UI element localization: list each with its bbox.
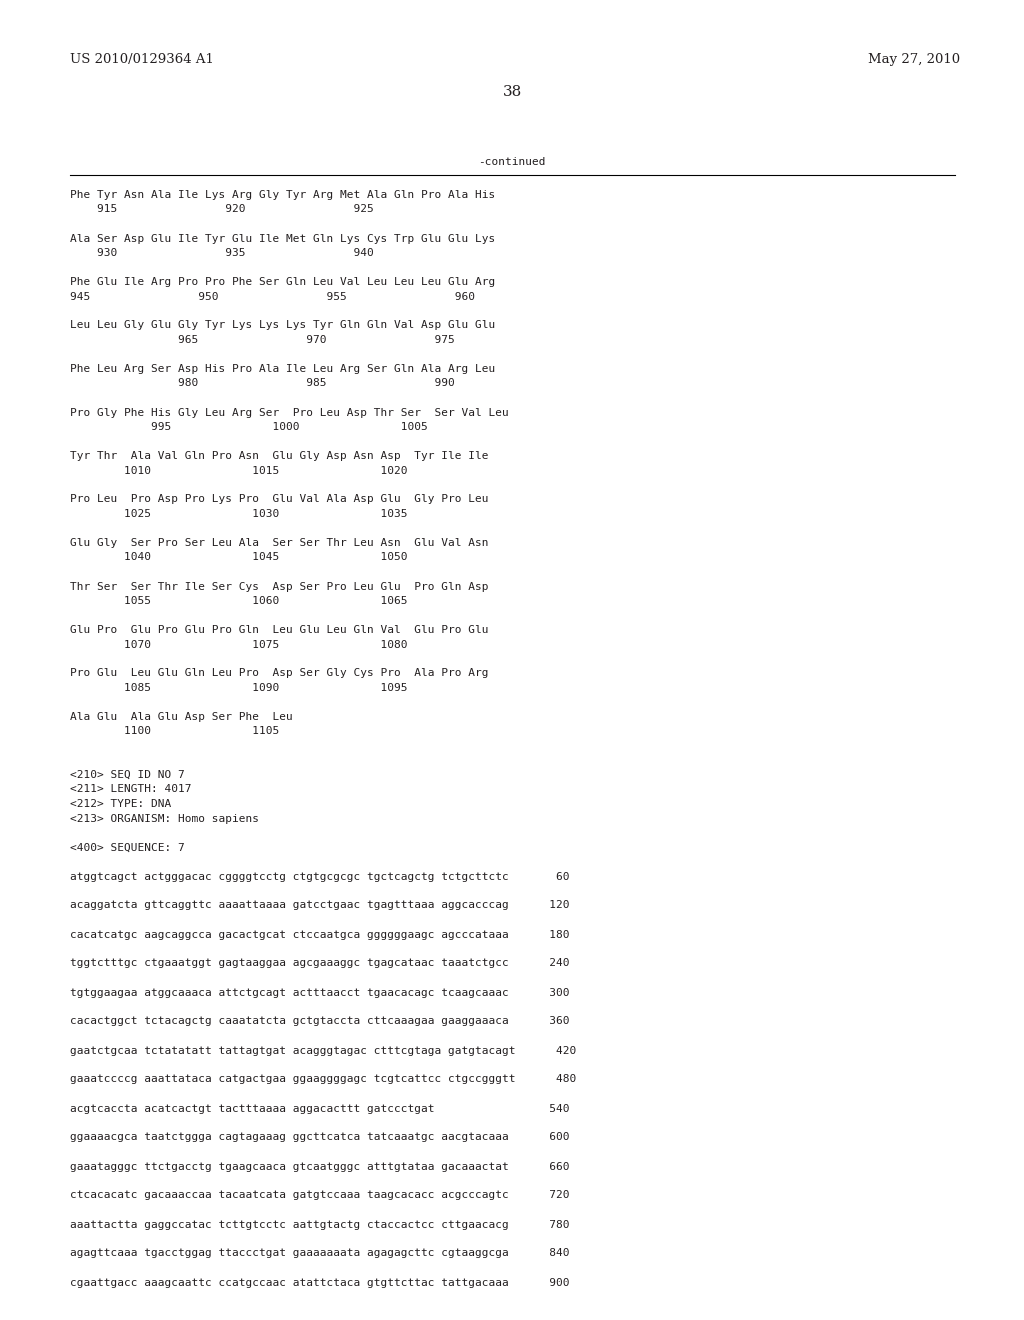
Text: Phe Glu Ile Arg Pro Pro Phe Ser Gln Leu Val Leu Leu Leu Glu Arg: Phe Glu Ile Arg Pro Pro Phe Ser Gln Leu … — [70, 277, 496, 286]
Text: cgaattgacc aaagcaattc ccatgccaac atattctaca gtgttcttac tattgacaaa      900: cgaattgacc aaagcaattc ccatgccaac atattct… — [70, 1278, 569, 1287]
Text: 1070               1075               1080: 1070 1075 1080 — [70, 639, 408, 649]
Text: atggtcagct actgggacac cggggtcctg ctgtgcgcgc tgctcagctg tctgcttctc       60: atggtcagct actgggacac cggggtcctg ctgtgcg… — [70, 871, 569, 882]
Text: 1025               1030               1035: 1025 1030 1035 — [70, 510, 408, 519]
Text: acgtcaccta acatcactgt tactttaaaa aggacacttt gatccctgat                 540: acgtcaccta acatcactgt tactttaaaa aggacac… — [70, 1104, 569, 1114]
Text: 980                985                990: 980 985 990 — [70, 379, 455, 388]
Text: 915                920                925: 915 920 925 — [70, 205, 374, 214]
Text: Thr Ser  Ser Thr Ile Ser Cys  Asp Ser Pro Leu Glu  Pro Gln Asp: Thr Ser Ser Thr Ile Ser Cys Asp Ser Pro … — [70, 582, 488, 591]
Text: gaatctgcaa tctatatatt tattagtgat acagggtagac ctttcgtaga gatgtacagt      420: gaatctgcaa tctatatatt tattagtgat acagggt… — [70, 1045, 577, 1056]
Text: Pro Glu  Leu Glu Gln Leu Pro  Asp Ser Gly Cys Pro  Ala Pro Arg: Pro Glu Leu Glu Gln Leu Pro Asp Ser Gly … — [70, 668, 488, 678]
Text: 1040               1045               1050: 1040 1045 1050 — [70, 553, 408, 562]
Text: -continued: -continued — [478, 157, 546, 168]
Text: 930                935                940: 930 935 940 — [70, 248, 374, 257]
Text: Ala Glu  Ala Glu Asp Ser Phe  Leu: Ala Glu Ala Glu Asp Ser Phe Leu — [70, 711, 293, 722]
Text: tgtggaagaa atggcaaaca attctgcagt actttaacct tgaacacagc tcaagcaaac      300: tgtggaagaa atggcaaaca attctgcagt actttaa… — [70, 987, 569, 998]
Text: <400> SEQUENCE: 7: <400> SEQUENCE: 7 — [70, 842, 184, 853]
Text: Pro Gly Phe His Gly Leu Arg Ser  Pro Leu Asp Thr Ser  Ser Val Leu: Pro Gly Phe His Gly Leu Arg Ser Pro Leu … — [70, 408, 509, 417]
Text: Ala Ser Asp Glu Ile Tyr Glu Ile Met Gln Lys Cys Trp Glu Glu Lys: Ala Ser Asp Glu Ile Tyr Glu Ile Met Gln … — [70, 234, 496, 243]
Text: 1055               1060               1065: 1055 1060 1065 — [70, 597, 408, 606]
Text: Phe Tyr Asn Ala Ile Lys Arg Gly Tyr Arg Met Ala Gln Pro Ala His: Phe Tyr Asn Ala Ile Lys Arg Gly Tyr Arg … — [70, 190, 496, 201]
Text: acaggatcta gttcaggttc aaaattaaaa gatcctgaac tgagtttaaa aggcacccag      120: acaggatcta gttcaggttc aaaattaaaa gatcctg… — [70, 900, 569, 911]
Text: tggtctttgc ctgaaatggt gagtaaggaa agcgaaaggc tgagcataac taaatctgcc      240: tggtctttgc ctgaaatggt gagtaaggaa agcgaaa… — [70, 958, 569, 969]
Text: ggaaaacgca taatctggga cagtagaaag ggcttcatca tatcaaatgc aacgtacaaa      600: ggaaaacgca taatctggga cagtagaaag ggcttca… — [70, 1133, 569, 1143]
Text: aaattactta gaggccatac tcttgtcctc aattgtactg ctaccactcc cttgaacacg      780: aaattactta gaggccatac tcttgtcctc aattgta… — [70, 1220, 569, 1229]
Text: 945                950                955                960: 945 950 955 960 — [70, 292, 475, 301]
Text: 38: 38 — [503, 84, 521, 99]
Text: <211> LENGTH: 4017: <211> LENGTH: 4017 — [70, 784, 191, 795]
Text: 995               1000               1005: 995 1000 1005 — [70, 422, 428, 432]
Text: Pro Leu  Pro Asp Pro Lys Pro  Glu Val Ala Asp Glu  Gly Pro Leu: Pro Leu Pro Asp Pro Lys Pro Glu Val Ala … — [70, 495, 488, 504]
Text: Tyr Thr  Ala Val Gln Pro Asn  Glu Gly Asp Asn Asp  Tyr Ile Ile: Tyr Thr Ala Val Gln Pro Asn Glu Gly Asp … — [70, 451, 488, 461]
Text: 1010               1015               1020: 1010 1015 1020 — [70, 466, 408, 475]
Text: cacatcatgc aagcaggcca gacactgcat ctccaatgca ggggggaagc agcccataaa      180: cacatcatgc aagcaggcca gacactgcat ctccaat… — [70, 929, 569, 940]
Text: 1100               1105: 1100 1105 — [70, 726, 280, 737]
Text: gaaatagggc ttctgacctg tgaagcaaca gtcaatgggc atttgtataa gacaaactat      660: gaaatagggc ttctgacctg tgaagcaaca gtcaatg… — [70, 1162, 569, 1172]
Text: Glu Pro  Glu Pro Glu Pro Gln  Leu Glu Leu Gln Val  Glu Pro Glu: Glu Pro Glu Pro Glu Pro Gln Leu Glu Leu … — [70, 624, 488, 635]
Text: <212> TYPE: DNA: <212> TYPE: DNA — [70, 799, 171, 809]
Text: ctcacacatc gacaaaccaa tacaatcata gatgtccaaa taagcacacc acgcccagtc      720: ctcacacatc gacaaaccaa tacaatcata gatgtcc… — [70, 1191, 569, 1200]
Text: Leu Leu Gly Glu Gly Tyr Lys Lys Lys Tyr Gln Gln Val Asp Glu Glu: Leu Leu Gly Glu Gly Tyr Lys Lys Lys Tyr … — [70, 321, 496, 330]
Text: <213> ORGANISM: Homo sapiens: <213> ORGANISM: Homo sapiens — [70, 813, 259, 824]
Text: cacactggct tctacagctg caaatatcta gctgtaccta cttcaaagaa gaaggaaaca      360: cacactggct tctacagctg caaatatcta gctgtac… — [70, 1016, 569, 1027]
Text: US 2010/0129364 A1: US 2010/0129364 A1 — [70, 54, 214, 66]
Text: 1085               1090               1095: 1085 1090 1095 — [70, 682, 408, 693]
Text: agagttcaaa tgacctggag ttaccctgat gaaaaaaata agagagcttc cgtaaggcga      840: agagttcaaa tgacctggag ttaccctgat gaaaaaa… — [70, 1249, 569, 1258]
Text: Phe Leu Arg Ser Asp His Pro Ala Ile Leu Arg Ser Gln Ala Arg Leu: Phe Leu Arg Ser Asp His Pro Ala Ile Leu … — [70, 364, 496, 374]
Text: Glu Gly  Ser Pro Ser Leu Ala  Ser Ser Thr Leu Asn  Glu Val Asn: Glu Gly Ser Pro Ser Leu Ala Ser Ser Thr … — [70, 539, 488, 548]
Text: 965                970                975: 965 970 975 — [70, 335, 455, 345]
Text: gaaatccccg aaattataca catgactgaa ggaaggggagc tcgtcattcc ctgccgggtt      480: gaaatccccg aaattataca catgactgaa ggaaggg… — [70, 1074, 577, 1085]
Text: <210> SEQ ID NO 7: <210> SEQ ID NO 7 — [70, 770, 184, 780]
Text: May 27, 2010: May 27, 2010 — [868, 54, 961, 66]
